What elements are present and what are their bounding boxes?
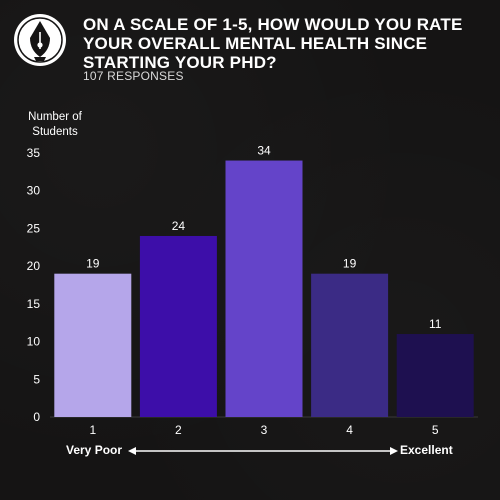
y-tick-label: 0 — [33, 410, 40, 424]
bar-3 — [225, 160, 303, 418]
y-tick-label: 5 — [33, 372, 40, 386]
x-tick-label: 5 — [432, 423, 439, 437]
x-tick-label: 2 — [175, 423, 182, 437]
x-tick-label: 4 — [346, 423, 353, 437]
chart-title: ON A SCALE OF 1-5, HOW WOULD YOU RATE YO… — [83, 15, 463, 72]
bar-value-label: 11 — [429, 317, 442, 331]
bar-2 — [139, 235, 217, 417]
scale-excellent-label: Excellent — [400, 443, 453, 457]
bar-value-label: 19 — [343, 257, 357, 271]
bar-1 — [54, 273, 132, 417]
y-tick-label: 25 — [27, 221, 41, 235]
bar-4 — [311, 273, 389, 417]
y-tick-label: 30 — [27, 184, 41, 198]
y-tick-label: 20 — [27, 259, 41, 273]
bar-5 — [396, 334, 474, 417]
x-tick-label: 1 — [89, 423, 96, 437]
y-tick-label: 35 — [27, 146, 41, 160]
y-tick-label: 10 — [27, 335, 41, 349]
bar-value-label: 24 — [172, 219, 186, 233]
x-tick-label: 3 — [261, 423, 268, 437]
bar-value-label: 19 — [86, 257, 100, 271]
fountain-pen-logo-icon — [14, 14, 66, 66]
response-count: 107 RESPONSES — [83, 69, 184, 83]
scale-very-poor-label: Very Poor — [66, 443, 123, 457]
y-tick-label: 15 — [27, 297, 41, 311]
bar-value-label: 34 — [257, 144, 271, 158]
y-axis-label: Number of Students — [28, 111, 82, 138]
